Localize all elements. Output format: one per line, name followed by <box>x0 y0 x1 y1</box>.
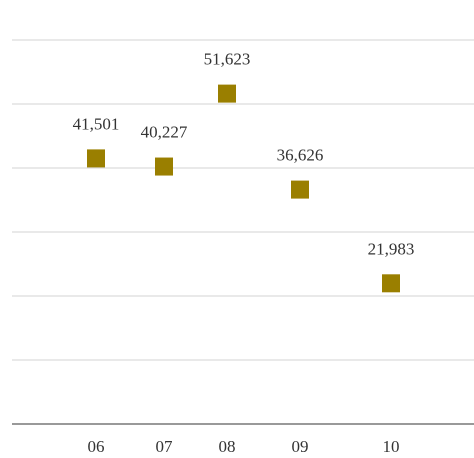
gridlines <box>12 39 474 361</box>
data-point-marker <box>218 84 236 103</box>
data-labels: 41,501 40,227 51,623 36,626 21,983 <box>73 50 415 259</box>
x-tick-label: 09 <box>292 437 309 456</box>
x-tick-label: 06 <box>88 437 105 456</box>
data-value-label: 41,501 <box>73 114 120 133</box>
data-value-label: 51,623 <box>204 50 251 69</box>
x-tick-label: 07 <box>156 437 174 456</box>
data-points <box>87 84 400 293</box>
x-axis-tick-labels: 06 07 08 09 10 <box>88 437 400 456</box>
x-tick-label: 08 <box>219 437 236 456</box>
data-value-label: 21,983 <box>368 239 415 258</box>
data-point-marker <box>382 274 400 293</box>
x-tick-label: 10 <box>383 437 400 456</box>
data-point-marker <box>87 149 105 168</box>
data-value-label: 40,227 <box>141 123 188 142</box>
data-point-marker <box>155 157 173 176</box>
data-point-marker <box>291 180 309 199</box>
data-value-label: 36,626 <box>277 146 324 165</box>
